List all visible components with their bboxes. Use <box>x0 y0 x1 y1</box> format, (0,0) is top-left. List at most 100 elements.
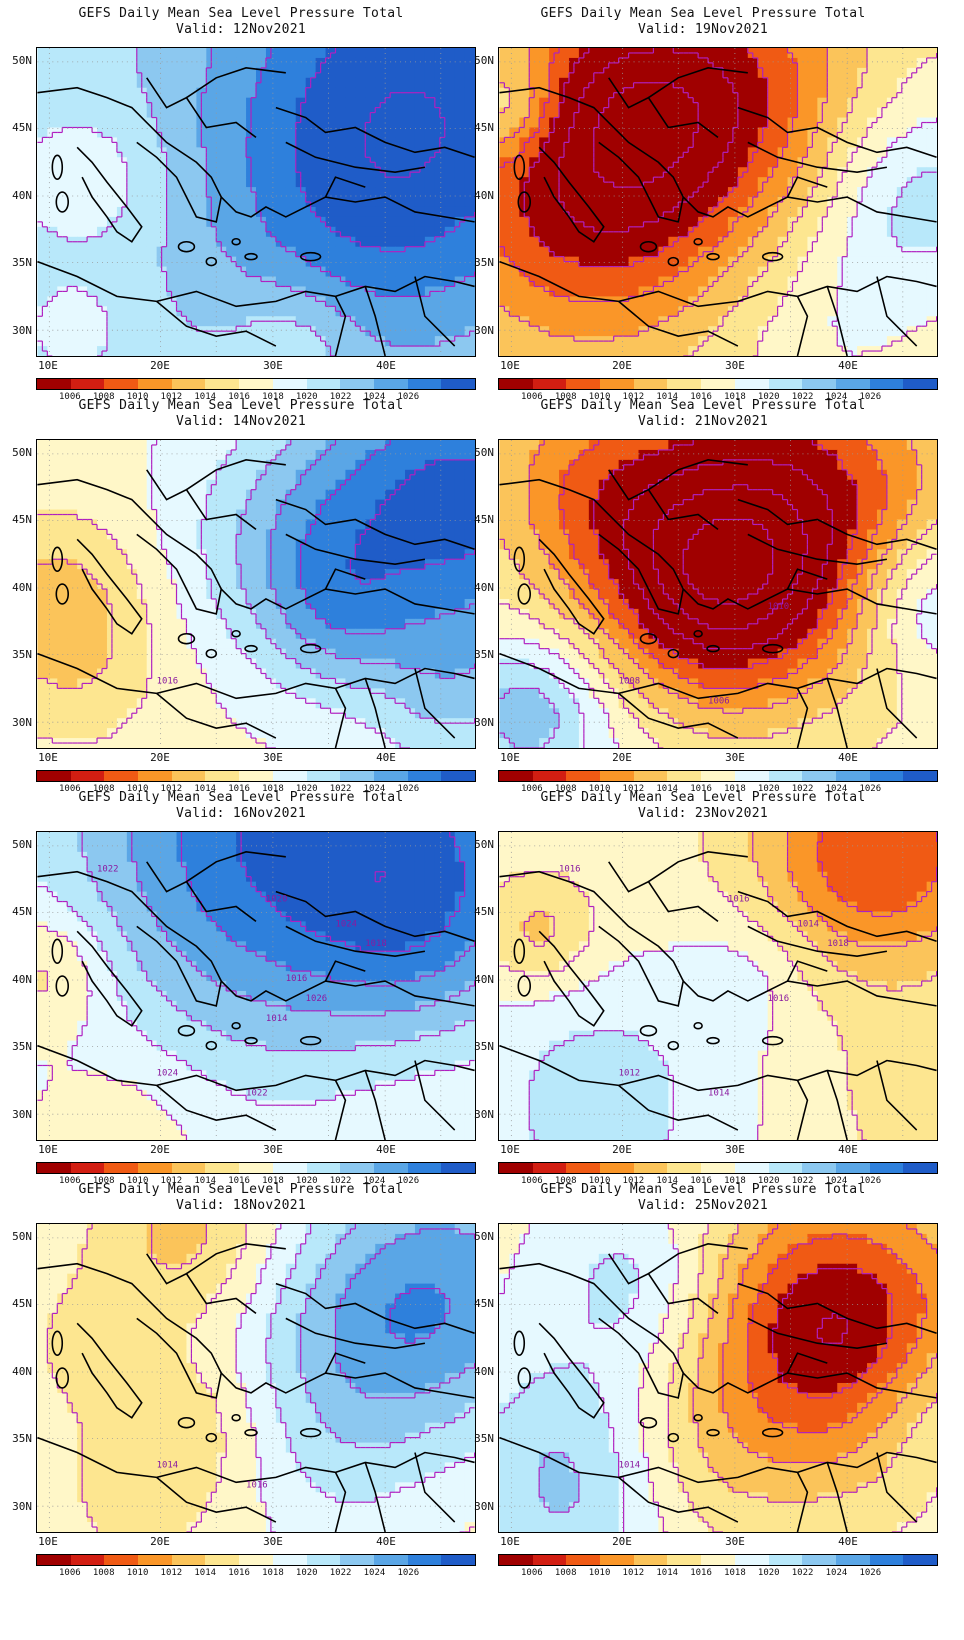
lat-label: 45N <box>474 1297 494 1310</box>
colorbar-swatch <box>768 379 803 389</box>
colorbar-swatch <box>306 771 341 781</box>
lon-label: 10E <box>38 1143 58 1156</box>
lon-label: 20E <box>612 359 632 372</box>
colorbar <box>498 1162 938 1174</box>
panel-title: GEFS Daily Mean Sea Level Pressure Total <box>78 1182 404 1197</box>
pressure-field-svg: 1016 <box>37 440 475 748</box>
colorbar-swatch <box>272 379 307 389</box>
colorbar-label: 1010 <box>588 1568 611 1578</box>
map-panel-23Nov2021: GEFS Daily Mean Sea Level Pressure Total… <box>462 784 944 1194</box>
contour-label: 1024 <box>335 919 357 929</box>
colorbar-swatch <box>768 1163 803 1173</box>
colorbar-swatch <box>633 379 668 389</box>
colorbar-label: 1026 <box>859 1176 882 1186</box>
colorbar-swatch <box>171 1555 206 1565</box>
colorbar-swatch <box>37 1555 71 1565</box>
pressure-field-svg <box>499 48 937 356</box>
contour-label: 1020 <box>266 895 288 905</box>
lat-label: 50N <box>12 446 32 459</box>
pressure-map: 1014 <box>498 1223 938 1533</box>
colorbar-label: 1018 <box>724 1176 746 1186</box>
colorbar-label: 1006 <box>59 1176 81 1186</box>
colorbar-swatch <box>600 1163 634 1173</box>
colorbar-swatch <box>205 1555 240 1565</box>
lon-label: 20E <box>150 359 170 372</box>
colorbar <box>498 770 938 782</box>
colorbar-label: 1016 <box>228 1568 250 1578</box>
lat-label: 35N <box>12 1432 32 1445</box>
colorbar-swatch <box>667 379 702 389</box>
colorbar-swatch <box>138 379 172 389</box>
lon-label: 10E <box>500 751 520 764</box>
panel-title: GEFS Daily Mean Sea Level Pressure Total <box>540 790 866 805</box>
pressure-map <box>36 47 476 357</box>
map-panel-18Nov2021: GEFS Daily Mean Sea Level Pressure Total… <box>0 1176 482 1586</box>
colorbar <box>36 770 476 782</box>
graticule <box>37 48 475 356</box>
lat-label: 40N <box>474 189 494 202</box>
colorbar-label: 1008 <box>554 1176 577 1186</box>
lat-label: 50N <box>474 446 494 459</box>
colorbar-swatch <box>37 379 71 389</box>
colorbar-swatch <box>239 1163 273 1173</box>
colorbar-label: 1012 <box>160 1176 183 1186</box>
lat-label: 45N <box>474 121 494 134</box>
colorbar <box>36 1554 476 1566</box>
colorbar-label: 1020 <box>295 1176 318 1186</box>
coastlines-borders <box>37 851 475 1140</box>
colorbar-swatch <box>272 1163 307 1173</box>
lat-label: 45N <box>12 513 32 526</box>
colorbar-swatch <box>499 1163 533 1173</box>
contour-label: 1012 <box>619 1068 641 1078</box>
lat-label: 35N <box>474 1040 494 1053</box>
colorbar-swatch <box>869 771 904 781</box>
graticule <box>37 832 475 1140</box>
colorbar-swatch <box>340 1163 374 1173</box>
contour-label: 1016 <box>246 1480 268 1490</box>
contour-label: 1008 <box>619 676 641 686</box>
colorbar-label: 1006 <box>521 784 543 794</box>
colorbar-swatch <box>667 1555 702 1565</box>
lat-label: 40N <box>12 189 32 202</box>
contour-label: 1016 <box>728 895 750 905</box>
contour-label: 1016 <box>559 865 581 875</box>
colorbar-label: 1026 <box>397 1568 420 1578</box>
colorbar-label: 1016 <box>690 784 712 794</box>
colorbar-label: 1018 <box>724 392 746 402</box>
colorbar-swatch <box>802 771 836 781</box>
colorbar-label: 1016 <box>228 392 250 402</box>
colorbar <box>498 1554 938 1566</box>
colorbar-swatch <box>171 1163 206 1173</box>
colorbar-swatch <box>600 379 634 389</box>
colorbar-swatch <box>104 771 139 781</box>
lon-label: 10E <box>38 751 58 764</box>
colorbar-label: 1010 <box>126 784 149 794</box>
colorbar-label: 1016 <box>690 1568 712 1578</box>
colorbar-swatch <box>306 379 341 389</box>
contour-label: 1016 <box>157 676 179 686</box>
colorbar-label: 1024 <box>363 784 386 794</box>
colorbar-swatch <box>70 1555 105 1565</box>
colorbar-label: 1022 <box>791 1568 814 1578</box>
colorbar-label: 1024 <box>825 1568 848 1578</box>
colorbar-swatch <box>373 379 408 389</box>
panel-valid-date: Valid: 14Nov2021 <box>175 414 307 429</box>
lon-label: 20E <box>150 751 170 764</box>
colorbar-label: 1012 <box>622 1176 645 1186</box>
colorbar-swatch <box>734 771 769 781</box>
lon-label: 20E <box>612 751 632 764</box>
lat-label: 45N <box>474 905 494 918</box>
colorbar-swatch <box>340 379 374 389</box>
pressure-map <box>498 47 938 357</box>
pressure-map: 1024 1022 1026 1024 1022 1020 1018 1016 1014 <box>36 831 476 1141</box>
colorbar-swatch <box>104 379 139 389</box>
colorbar-label: 1020 <box>757 1176 780 1186</box>
lon-label: 40E <box>376 751 396 764</box>
colorbar-label: 1008 <box>92 784 115 794</box>
colorbar-label: 1024 <box>825 784 848 794</box>
colorbar-label: 1006 <box>521 392 543 402</box>
colorbar-swatch <box>272 771 307 781</box>
colorbar-swatch <box>171 771 206 781</box>
lat-label: 35N <box>12 1040 32 1053</box>
lon-label: 30E <box>263 359 283 372</box>
